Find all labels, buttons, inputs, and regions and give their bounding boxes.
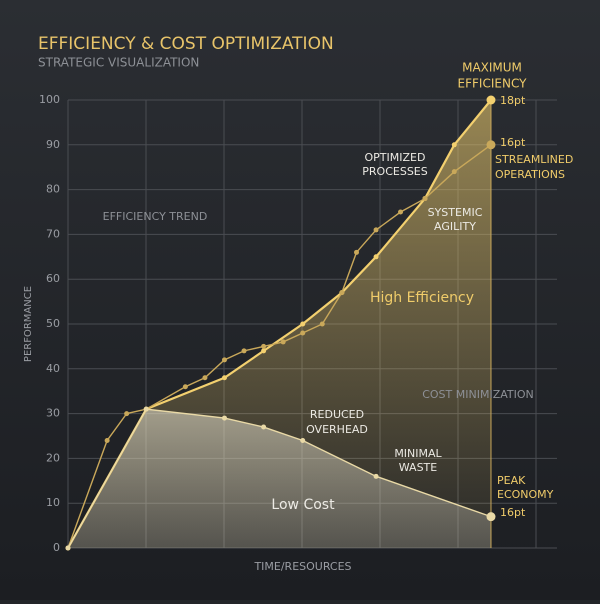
point — [486, 140, 496, 150]
annotation: 18pt — [500, 94, 526, 107]
annotation: EFFICIENCY — [458, 77, 528, 91]
annotation: WASTE — [399, 461, 438, 474]
point — [65, 545, 71, 551]
annotation: 16pt — [500, 136, 526, 149]
y-tick-label: 30 — [46, 407, 60, 420]
y-tick-label: 0 — [53, 541, 60, 554]
annotation: SYSTEMIC — [428, 206, 483, 219]
point — [373, 473, 379, 479]
point — [280, 339, 286, 345]
point — [104, 437, 110, 443]
area — [68, 409, 491, 548]
annotation: OPTIMIZED — [365, 151, 426, 164]
y-tick-label: 70 — [46, 227, 60, 240]
annotation: PEAK — [497, 474, 526, 487]
chart-subtitle: STRATEGIC VISUALIZATION — [38, 56, 199, 70]
point — [319, 321, 325, 327]
point — [124, 411, 130, 417]
point — [422, 196, 428, 202]
point — [261, 348, 267, 354]
point — [300, 330, 306, 336]
annotation: OPERATIONS — [495, 168, 565, 181]
annotation: MAXIMUM — [462, 61, 522, 75]
point — [486, 512, 496, 522]
point — [143, 406, 149, 412]
point — [221, 375, 227, 381]
point — [241, 348, 247, 354]
y-tick-label: 10 — [46, 496, 60, 509]
point — [451, 169, 457, 175]
chart-title: EFFICIENCY & COST OPTIMIZATION — [38, 34, 334, 54]
point — [300, 321, 306, 327]
point — [221, 415, 227, 421]
y-axis-label: PERFORMANCE — [23, 286, 34, 362]
point — [339, 290, 345, 296]
line — [67, 99, 492, 549]
annotation: PROCESSES — [362, 165, 427, 178]
point — [354, 249, 360, 255]
y-tick-label: 50 — [46, 317, 60, 330]
y-tick-label: 20 — [46, 451, 60, 464]
annotation: High Efficiency — [370, 290, 474, 306]
annotation: COST MINIMIZATION — [422, 388, 534, 401]
point — [182, 384, 188, 390]
annotation: ECONOMY — [497, 488, 554, 501]
y-tick-label: 90 — [46, 138, 60, 151]
annotation: OVERHEAD — [306, 423, 368, 436]
annotation: STREAMLINED — [495, 153, 573, 166]
point — [202, 375, 208, 381]
y-tick-label: 100 — [39, 93, 60, 106]
annotation: 16pt — [500, 506, 526, 519]
point — [300, 437, 306, 443]
y-tick-label: 60 — [46, 272, 60, 285]
y-tick-label: 40 — [46, 362, 60, 375]
x-axis-label: TIME/RESOURCES — [253, 560, 351, 573]
point — [261, 343, 267, 349]
annotation: AGILITY — [434, 220, 476, 233]
point — [451, 142, 457, 148]
annotation: MINIMAL — [394, 447, 442, 460]
point — [221, 357, 227, 363]
point — [373, 227, 379, 233]
y-tick-label: 80 — [46, 183, 60, 196]
point — [486, 95, 496, 105]
point — [398, 209, 404, 215]
annotation: Low Cost — [271, 497, 335, 513]
point — [261, 424, 267, 430]
point — [373, 254, 379, 260]
annotation: EFFICIENCY TREND — [103, 210, 208, 223]
annotation: REDUCED — [310, 408, 364, 421]
